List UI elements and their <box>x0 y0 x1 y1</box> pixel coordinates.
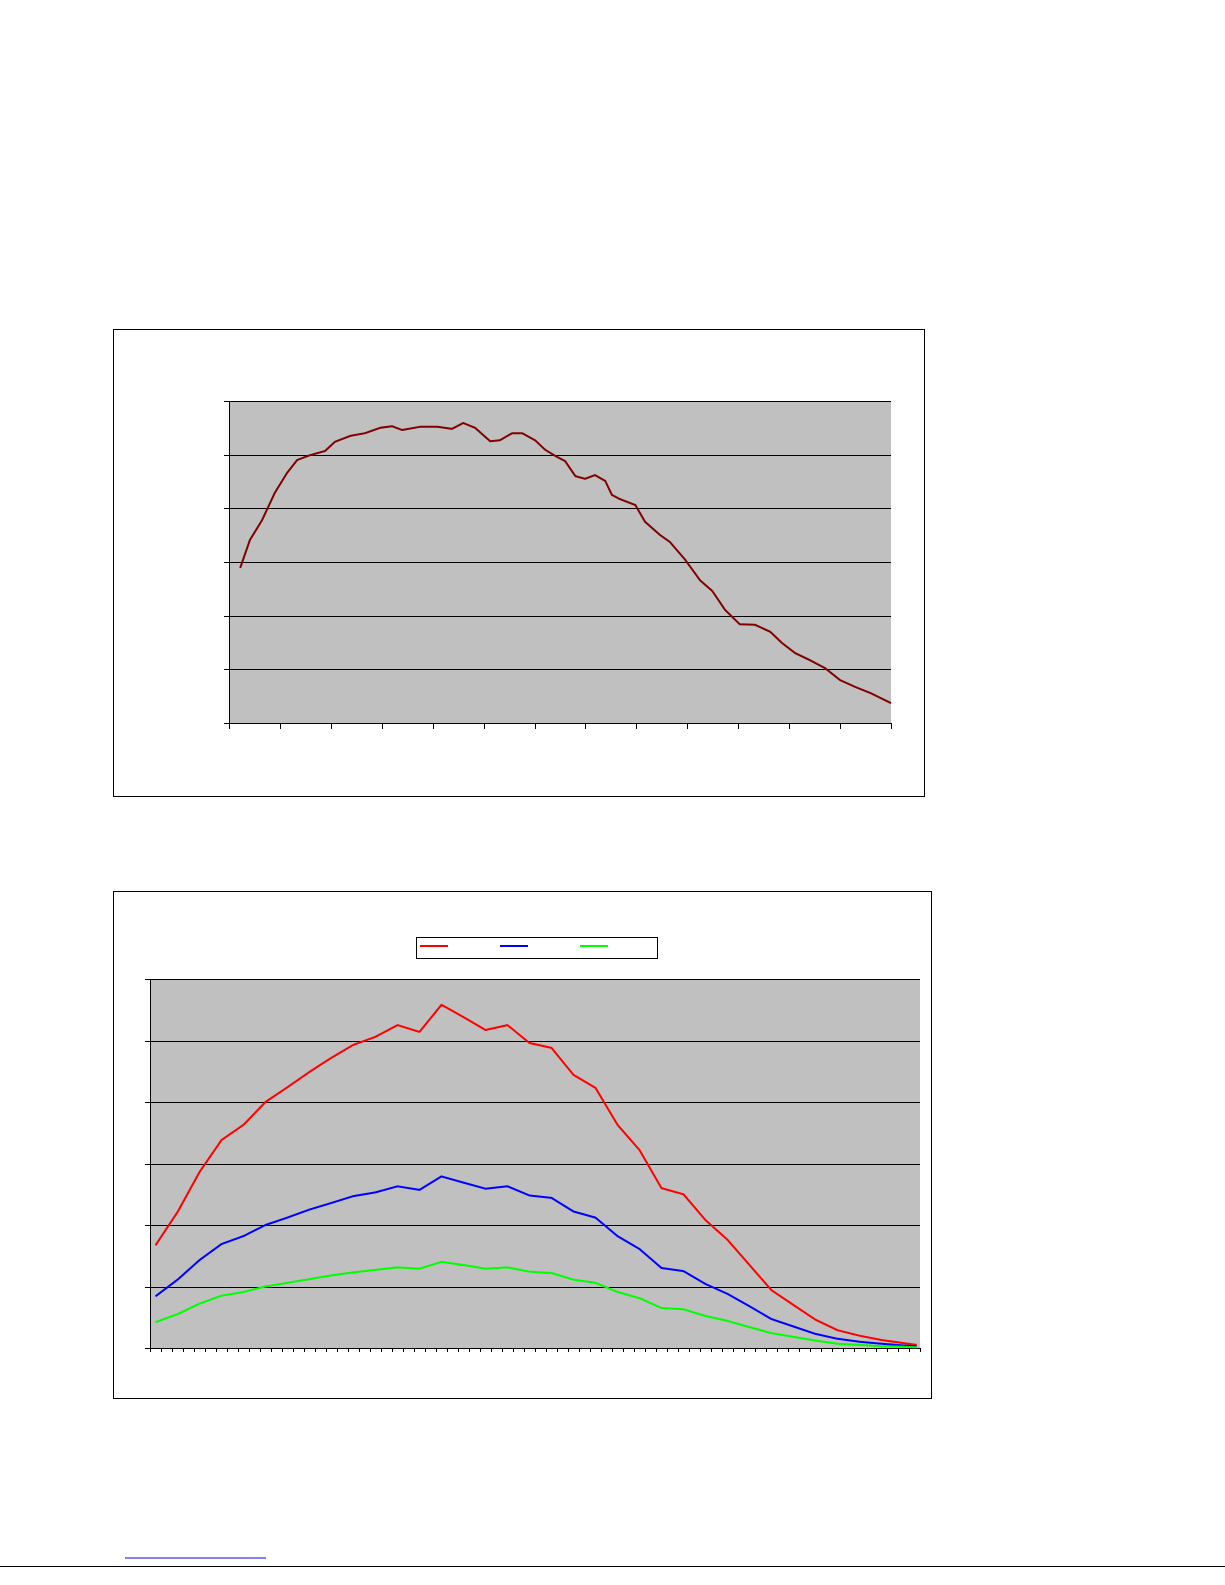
legend <box>416 937 658 959</box>
line-series <box>154 1003 917 1346</box>
plot-area <box>150 979 920 1348</box>
line-series <box>155 1260 917 1349</box>
line-series <box>239 422 892 704</box>
line-series <box>154 1175 917 1348</box>
